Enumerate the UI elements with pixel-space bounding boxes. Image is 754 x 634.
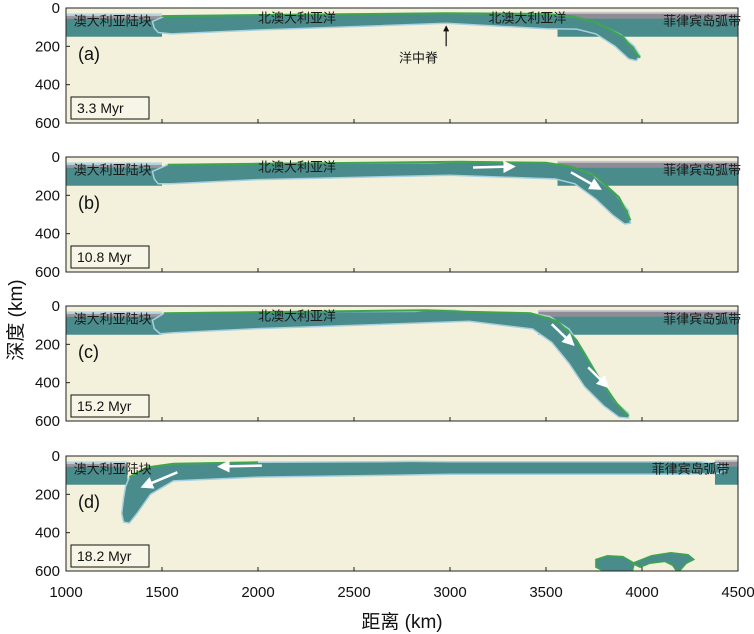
continent-block	[66, 466, 128, 485]
detached-slab-0	[595, 554, 636, 571]
x-tick-label: 2000	[241, 584, 274, 601]
annotation-1: 北澳大利亚洋	[258, 309, 336, 325]
x-axis-title: 距离 (km)	[361, 611, 442, 633]
sediment-layer	[128, 461, 259, 478]
continent-weak-layer	[66, 311, 162, 315]
y-tick-label: 600	[35, 413, 60, 430]
continent-weak-layer	[66, 162, 162, 166]
x-tick-label: 4500	[721, 584, 754, 601]
y-tick-label: 200	[35, 486, 60, 503]
arc-top-layer	[714, 459, 738, 462]
annotation-2: 北澳大利亚洋	[488, 11, 566, 27]
sediment-layer	[163, 309, 630, 417]
y-tick-label: 0	[52, 0, 60, 17]
panel-frame	[65, 156, 739, 273]
y-tick-label: 400	[35, 77, 60, 94]
panel-frame	[65, 455, 739, 572]
age-box	[70, 96, 150, 120]
x-tick-label: 3000	[433, 584, 466, 601]
panel-label: (c)	[78, 342, 99, 362]
age-box	[70, 544, 150, 568]
detached-slab-1	[630, 552, 696, 571]
annotation-0: 澳大利亚陆块	[74, 162, 152, 178]
continent-weak-layer	[66, 461, 128, 465]
panel-frame	[65, 305, 739, 422]
continent-block	[66, 18, 162, 37]
continent-crust	[66, 164, 162, 169]
motion-arrow-0	[550, 323, 575, 347]
annotation-4: 洋中脊	[399, 51, 438, 66]
x-tick-label: 3500	[529, 584, 562, 601]
annotation-0: 澳大利亚陆块	[74, 13, 152, 29]
y-tick-label: 400	[35, 375, 60, 392]
arc-crust	[538, 311, 738, 317]
y-tick-label: 200	[35, 336, 60, 353]
y-tick-label: 400	[35, 226, 60, 243]
age-label: 10.8 Myr	[77, 249, 132, 265]
x-tick-label: 1500	[145, 584, 178, 601]
motion-arrow-1	[140, 471, 178, 489]
y-tick-label: 200	[35, 187, 60, 204]
sediment-layer	[161, 12, 641, 59]
y-tick-label: 0	[52, 149, 60, 166]
annotation-2: 菲律宾岛弧带	[663, 311, 741, 327]
age-label: 15.2 Myr	[77, 398, 132, 414]
annotation-3: 菲律宾岛弧带	[663, 13, 741, 29]
y-tick-label: 0	[52, 448, 60, 465]
oceanic-plate	[120, 460, 726, 524]
y-tick-label: 0	[52, 298, 60, 315]
arc-block	[538, 316, 738, 335]
age-label: 18.2 Myr	[77, 548, 132, 564]
arc-top-layer	[557, 160, 738, 163]
motion-arrow-0	[217, 460, 262, 473]
continent-weak-layer	[66, 13, 162, 17]
x-tick-label: 2500	[337, 584, 370, 601]
motion-arrow-0	[473, 160, 516, 174]
panel-label: (d)	[78, 492, 100, 512]
y-tick-label: 400	[35, 525, 60, 542]
sediment-layer	[167, 160, 632, 221]
y-axis-title: 深度 (km)	[5, 279, 27, 360]
y-tick-label: 600	[35, 264, 60, 281]
panel-frame	[65, 7, 739, 124]
y-tick-label: 200	[35, 38, 60, 55]
continent-block	[66, 167, 162, 186]
panel-label: (a)	[78, 44, 100, 64]
panel-b: 澳大利亚陆块 北澳大利亚洋 菲律宾岛弧带 (b) 10.8 Myr 0 200 400 600	[35, 149, 741, 281]
arc-crust	[714, 461, 738, 467]
y-tick-label: 600	[35, 563, 60, 580]
panel-label: (b)	[78, 193, 100, 213]
arc-crust	[557, 13, 738, 19]
annotation-2: 菲律宾岛弧带	[663, 162, 741, 178]
annotation-0: 澳大利亚陆块	[74, 311, 152, 327]
annotation-1: 北澳大利亚洋	[258, 160, 336, 176]
motion-arrow-1	[587, 366, 610, 389]
annotation-1: 北澳大利亚洋	[258, 11, 336, 27]
motion-arrow-1	[570, 171, 602, 190]
panel-d: 澳大利亚陆块 菲律宾岛弧带 (d) 18.2 Myr 0 200 400 600 1000 150…	[35, 448, 754, 601]
annotation-0: 澳大利亚陆块	[74, 461, 152, 477]
age-label: 3.3 Myr	[77, 100, 124, 116]
continent-block	[66, 316, 162, 335]
age-box	[70, 394, 150, 418]
y-tick-label: 600	[35, 115, 60, 132]
continent-crust	[66, 15, 162, 20]
arc-top-layer	[557, 11, 738, 14]
arc-top-layer	[538, 309, 738, 312]
panel-c: 澳大利亚陆块 北澳大利亚洋 菲律宾岛弧带 (c) 15.2 Myr 0 200 400 600	[35, 298, 741, 430]
continent-crust	[66, 463, 128, 468]
x-tick-label: 1000	[49, 584, 82, 601]
arc-crust	[557, 162, 738, 168]
x-tick-label: 4000	[625, 584, 658, 601]
continent-crust	[66, 313, 162, 318]
age-box	[70, 245, 150, 269]
annotation-1: 菲律宾岛弧带	[652, 461, 730, 477]
